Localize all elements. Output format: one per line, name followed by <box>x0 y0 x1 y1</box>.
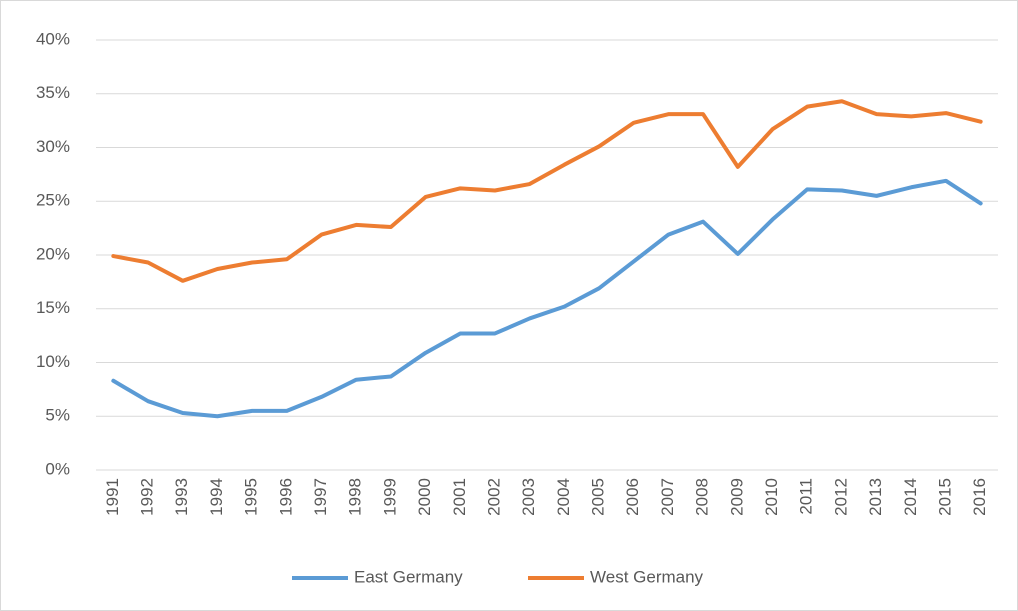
y-tick-label: 0% <box>45 459 70 478</box>
x-tick-label: 1991 <box>103 478 122 516</box>
x-tick-label: 1995 <box>242 478 261 516</box>
x-tick-label: 2006 <box>623 478 642 516</box>
y-tick-label: 20% <box>36 244 70 263</box>
y-tick-label: 25% <box>36 191 70 210</box>
x-tick-label: 2014 <box>901 478 920 516</box>
x-tick-label: 2013 <box>866 478 885 516</box>
x-tick-label: 2001 <box>450 478 469 516</box>
x-tick-label: 2002 <box>484 478 503 516</box>
x-tick-label: 2016 <box>970 478 989 516</box>
x-tick-label: 1994 <box>207 478 226 516</box>
legend-label: West Germany <box>590 567 704 586</box>
x-tick-label: 2015 <box>935 478 954 516</box>
y-tick-label: 30% <box>36 137 70 156</box>
x-tick-label: 2005 <box>589 478 608 516</box>
x-tick-label: 1997 <box>311 478 330 516</box>
x-tick-label: 2008 <box>693 478 712 516</box>
x-tick-label: 2009 <box>727 478 746 516</box>
x-tick-label: 1998 <box>346 478 365 516</box>
y-tick-label: 10% <box>36 352 70 371</box>
y-tick-label: 5% <box>45 406 70 425</box>
series-line <box>111 99 983 283</box>
x-tick-label: 1996 <box>276 478 295 516</box>
x-tick-label: 2010 <box>762 478 781 516</box>
x-tick-label: 2003 <box>519 478 538 516</box>
x-tick-label: 2011 <box>797 478 816 515</box>
y-tick-label: 35% <box>36 83 70 102</box>
x-tick-label: 1999 <box>380 478 399 516</box>
x-tick-label: 2012 <box>831 478 850 516</box>
x-tick-label: 2000 <box>415 478 434 516</box>
y-tick-label: 15% <box>36 298 70 317</box>
x-tick-label: 1992 <box>138 478 157 516</box>
x-tick-label: 1993 <box>172 478 191 516</box>
legend-label: East Germany <box>354 567 463 586</box>
x-tick-label: 2004 <box>554 478 573 516</box>
x-tick-label: 2007 <box>658 478 677 516</box>
y-tick-label: 40% <box>36 29 70 48</box>
series-line <box>111 178 983 419</box>
